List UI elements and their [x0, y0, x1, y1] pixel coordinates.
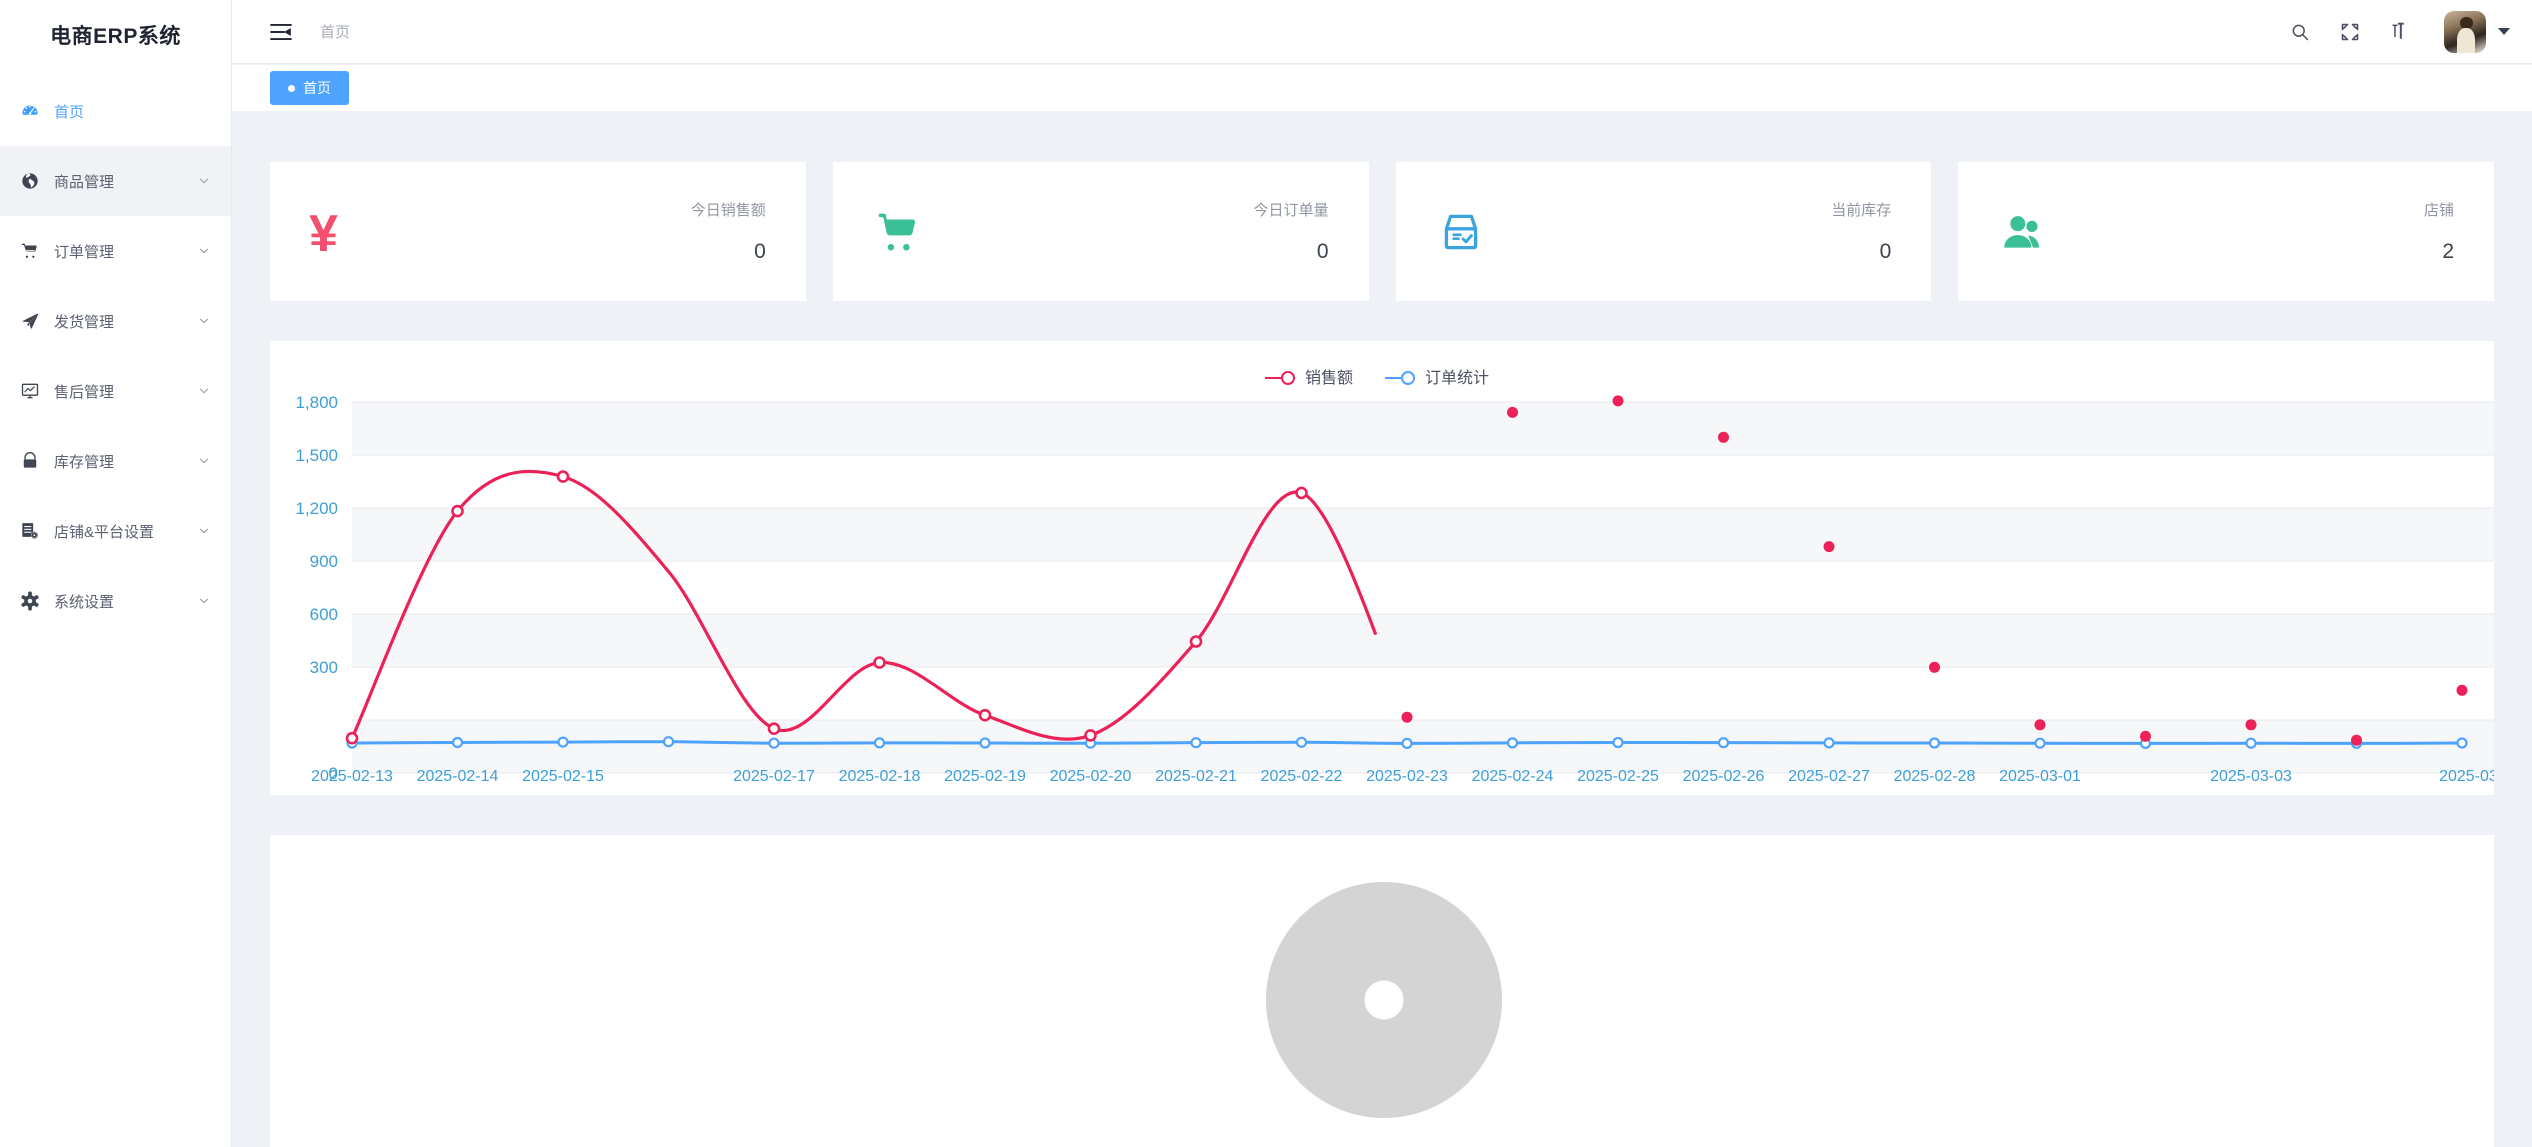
svg-text:600: 600 [310, 605, 338, 624]
svg-text:订单统计: 订单统计 [1425, 369, 1489, 387]
svg-text:2025-02-17: 2025-02-17 [733, 768, 815, 785]
svg-text:2025-02-24: 2025-02-24 [1472, 768, 1554, 785]
svg-text:2025-02-15: 2025-02-15 [522, 768, 604, 785]
svg-text:2025-03-03: 2025-03-03 [2210, 768, 2292, 785]
svg-text:¥: ¥ [310, 207, 338, 257]
svg-text:2025-02-13: 2025-02-13 [311, 768, 393, 785]
svg-text:2025-02-14: 2025-02-14 [417, 768, 499, 785]
svg-text:900: 900 [310, 552, 338, 571]
svg-text:销售额: 销售额 [1305, 369, 1353, 387]
svg-text:2025-03-05: 2025-03-05 [2439, 768, 2494, 785]
svg-text:2025-02-18: 2025-02-18 [839, 768, 921, 785]
svg-text:2025-02-21: 2025-02-21 [1155, 768, 1237, 785]
svg-text:2025-02-20: 2025-02-20 [1050, 768, 1132, 785]
svg-text:1,800: 1,800 [295, 393, 338, 412]
svg-text:1,500: 1,500 [295, 446, 338, 465]
svg-text:2025-03-01: 2025-03-01 [1999, 768, 2081, 785]
svg-text:2025-02-25: 2025-02-25 [1577, 768, 1659, 785]
svg-text:2025-02-19: 2025-02-19 [944, 768, 1026, 785]
svg-text:2025-02-26: 2025-02-26 [1683, 768, 1765, 785]
svg-text:2025-02-23: 2025-02-23 [1366, 768, 1448, 785]
svg-text:2025-02-22: 2025-02-22 [1261, 768, 1343, 785]
svg-text:2025-02-27: 2025-02-27 [1788, 768, 1870, 785]
svg-text:300: 300 [310, 658, 338, 677]
svg-text:2025-02-28: 2025-02-28 [1894, 768, 1976, 785]
svg-text:1,200: 1,200 [295, 499, 338, 518]
